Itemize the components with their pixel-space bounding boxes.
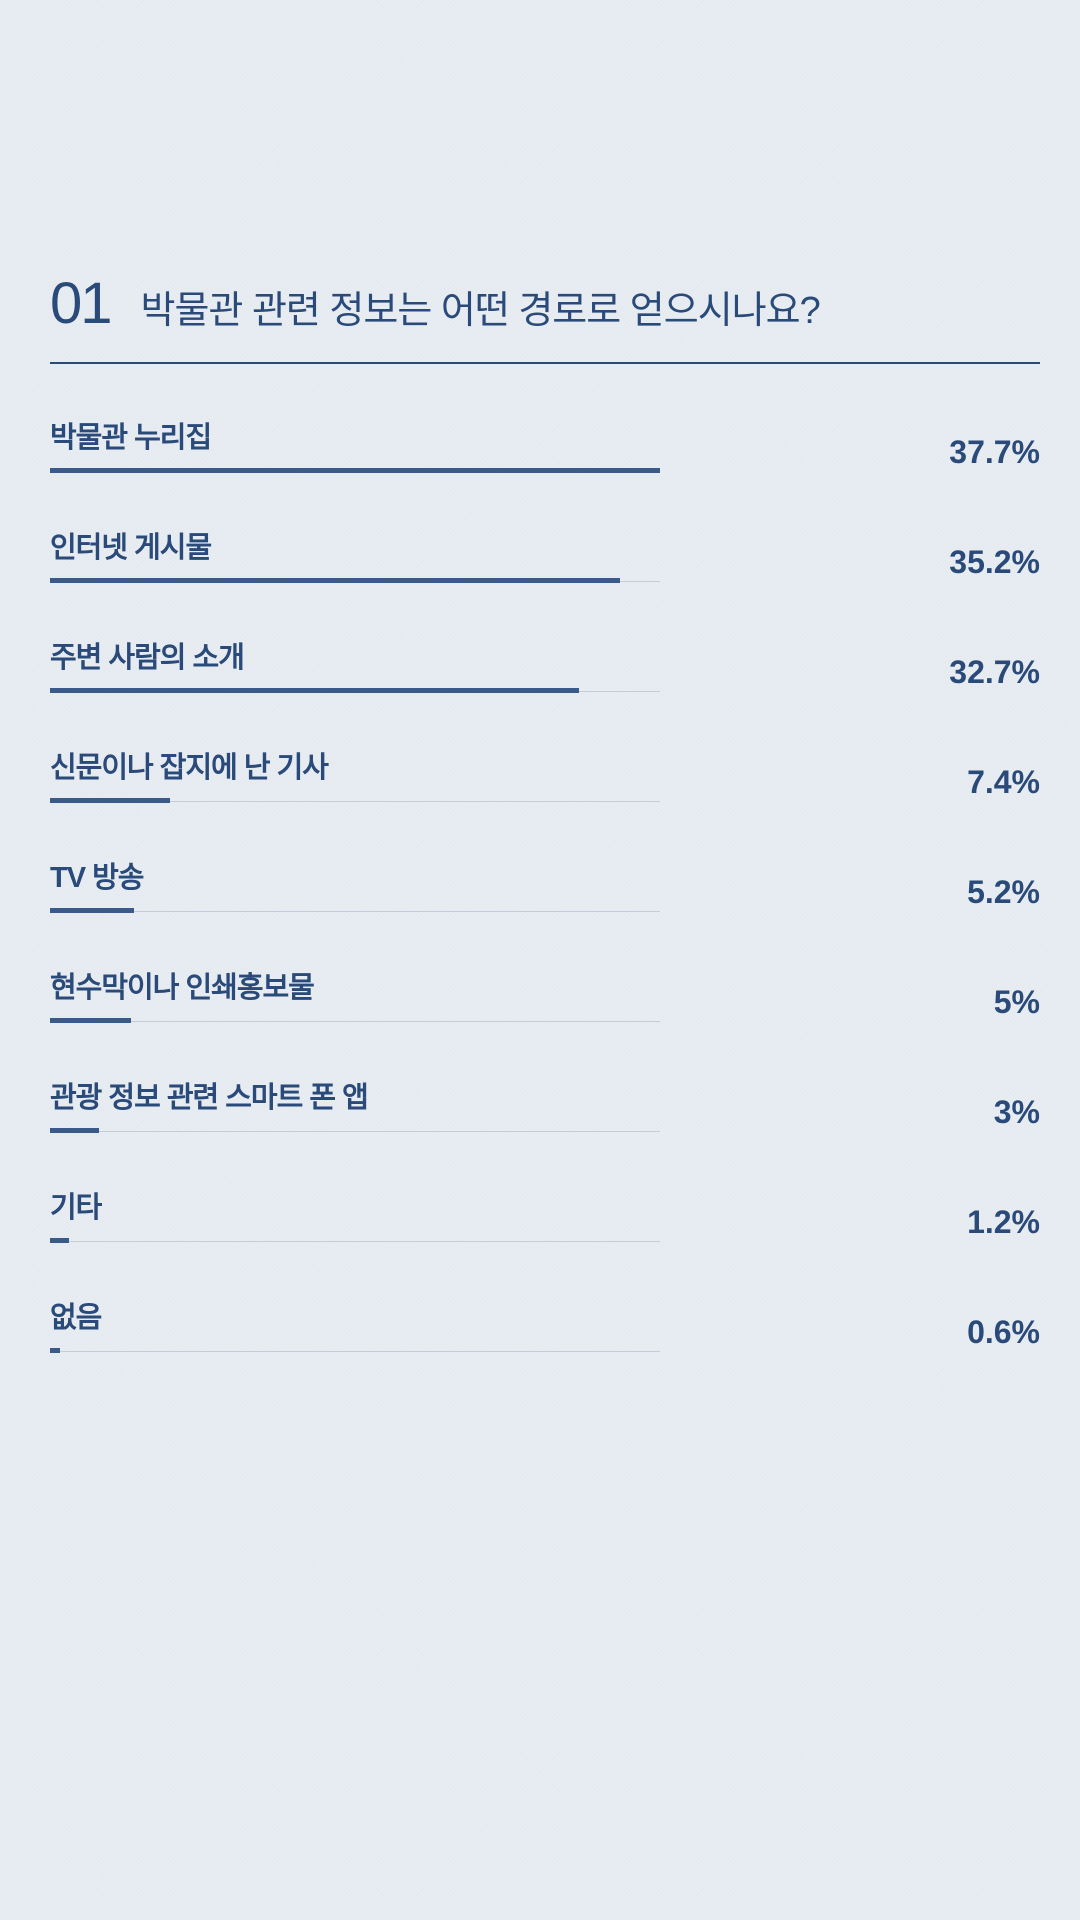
bar-row: 없음0.6%: [50, 1294, 1040, 1354]
bar-row: 주변 사람의 소개32.7%: [50, 634, 1040, 694]
bar-chart: 박물관 누리집37.7% 인터넷 게시물35.2% 주변 사람의 소개32.7% 신문…: [50, 414, 1040, 1404]
bar-fill: [50, 1238, 69, 1243]
question-number: 01: [50, 270, 111, 337]
bar-fill: [50, 798, 170, 803]
bar-fill: [50, 1348, 60, 1353]
bar-value: 5%: [994, 984, 1040, 1021]
bar-value: 5.2%: [967, 874, 1040, 911]
bar-row: TV 방송5.2%: [50, 854, 1040, 914]
bar-baseline: [50, 1241, 660, 1242]
bar-baseline: [50, 1021, 660, 1022]
bar-label: 관광 정보 관련 스마트 폰 앱: [50, 1074, 1040, 1116]
survey-content: 01 박물관 관련 정보는 어떤 경로로 얻으시나요? 박물관 누리집37.7%…: [50, 270, 1040, 1404]
bar-label: 박물관 누리집: [50, 414, 1040, 456]
bar-row: 기타1.2%: [50, 1184, 1040, 1244]
bar-label: TV 방송: [50, 854, 1040, 896]
bar-value: 1.2%: [967, 1204, 1040, 1241]
bar-baseline: [50, 1131, 660, 1132]
bar-baseline: [50, 911, 660, 912]
question-text: 박물관 관련 정보는 어떤 경로로 얻으시나요?: [141, 279, 820, 334]
bar-value: 32.7%: [949, 654, 1040, 691]
bar-track: [50, 578, 660, 584]
bar-value: 0.6%: [967, 1314, 1040, 1351]
bar-row: 현수막이나 인쇄홍보물5%: [50, 964, 1040, 1024]
bar-fill: [50, 1128, 99, 1133]
bar-fill: [50, 468, 660, 473]
bar-value: 7.4%: [967, 764, 1040, 801]
bar-track: [50, 1348, 660, 1354]
bar-fill: [50, 908, 134, 913]
bar-track: [50, 468, 660, 474]
bar-track: [50, 688, 660, 694]
bar-label: 기타: [50, 1184, 1040, 1226]
bar-value: 35.2%: [949, 544, 1040, 581]
bar-baseline: [50, 1351, 660, 1352]
bar-fill: [50, 578, 620, 583]
question-header: 01 박물관 관련 정보는 어떤 경로로 얻으시나요?: [50, 270, 1040, 364]
bar-row: 신문이나 잡지에 난 기사7.4%: [50, 744, 1040, 804]
bar-label: 신문이나 잡지에 난 기사: [50, 744, 1040, 786]
bar-value: 3%: [994, 1094, 1040, 1131]
bar-track: [50, 1238, 660, 1244]
bar-track: [50, 798, 660, 804]
bar-track: [50, 1018, 660, 1024]
bar-row: 인터넷 게시물35.2%: [50, 524, 1040, 584]
bar-row: 박물관 누리집37.7%: [50, 414, 1040, 474]
bar-fill: [50, 688, 579, 693]
bar-value: 37.7%: [949, 434, 1040, 471]
bar-label: 현수막이나 인쇄홍보물: [50, 964, 1040, 1006]
bar-fill: [50, 1018, 131, 1023]
bar-label: 인터넷 게시물: [50, 524, 1040, 566]
bar-row: 관광 정보 관련 스마트 폰 앱3%: [50, 1074, 1040, 1134]
bar-label: 없음: [50, 1294, 1040, 1336]
bar-label: 주변 사람의 소개: [50, 634, 1040, 676]
bar-track: [50, 908, 660, 914]
bar-track: [50, 1128, 660, 1134]
